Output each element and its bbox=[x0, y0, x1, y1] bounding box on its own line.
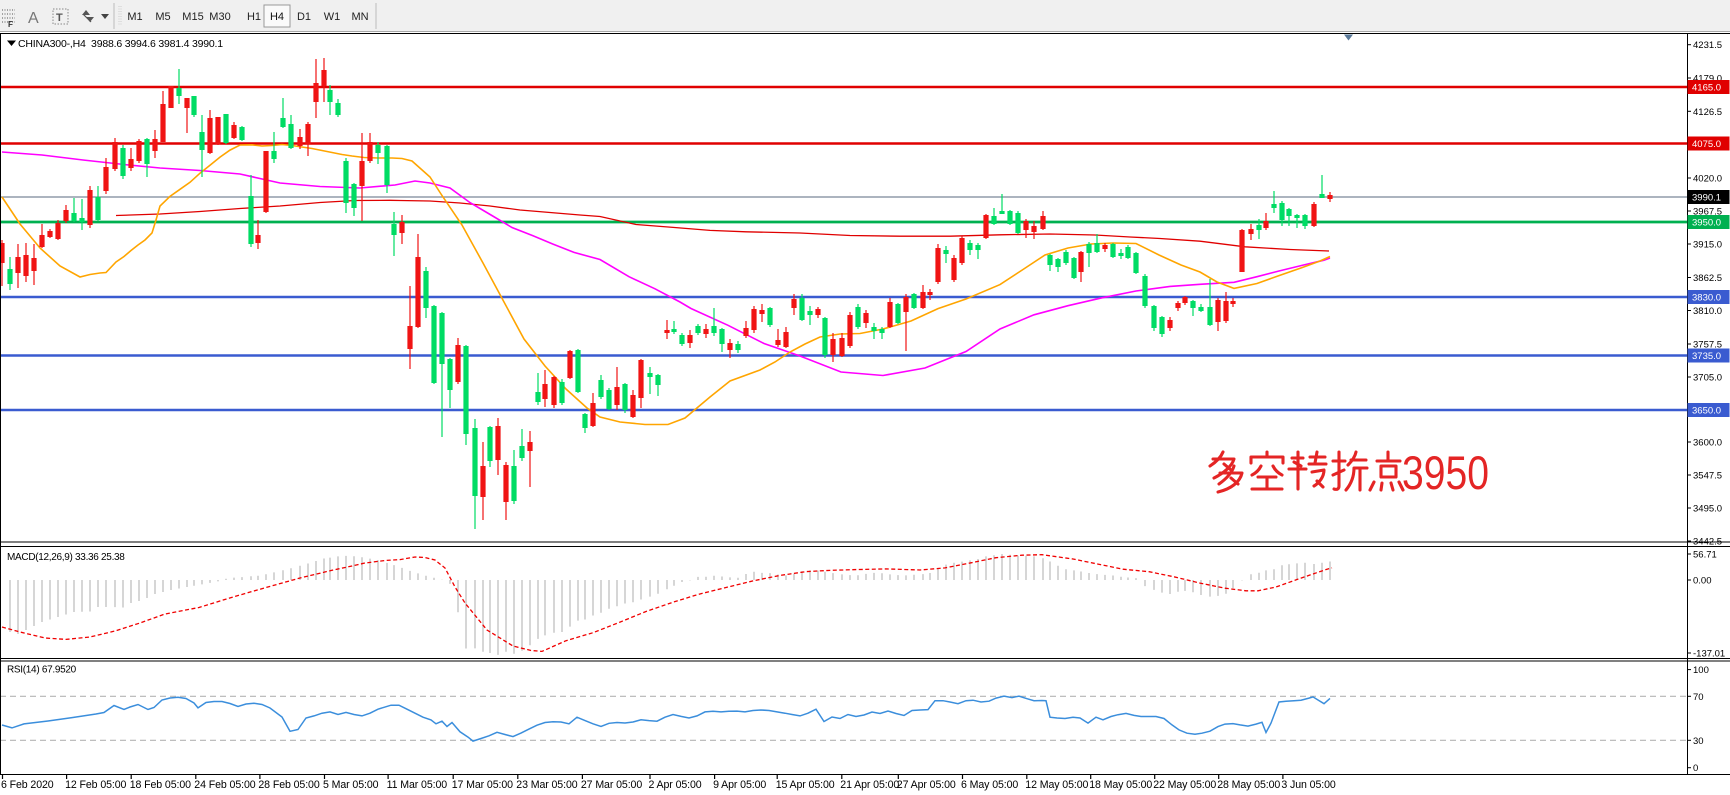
svg-text:56.71: 56.71 bbox=[1693, 550, 1717, 561]
svg-text:4231.5: 4231.5 bbox=[1693, 40, 1722, 51]
svg-text:11 Mar 05:00: 11 Mar 05:00 bbox=[387, 779, 448, 791]
svg-text:4126.5: 4126.5 bbox=[1693, 107, 1722, 118]
svg-text:0.00: 0.00 bbox=[1693, 576, 1712, 587]
svg-text:2 Apr 05:00: 2 Apr 05:00 bbox=[649, 779, 702, 791]
svg-text:3600.0: 3600.0 bbox=[1693, 438, 1722, 449]
svg-text:12 Feb 05:00: 12 Feb 05:00 bbox=[65, 779, 126, 791]
svg-text:3830.0: 3830.0 bbox=[1692, 293, 1721, 304]
svg-text:5 Mar 05:00: 5 Mar 05:00 bbox=[323, 779, 379, 791]
svg-text:3650.0: 3650.0 bbox=[1692, 406, 1721, 417]
svg-text:3950: 3950 bbox=[1402, 446, 1489, 499]
svg-text:H4: H4 bbox=[270, 11, 284, 23]
svg-text:4020.0: 4020.0 bbox=[1693, 174, 1722, 185]
svg-text:4165.0: 4165.0 bbox=[1692, 83, 1721, 94]
svg-text:3495.0: 3495.0 bbox=[1693, 504, 1722, 515]
svg-text:T: T bbox=[56, 12, 63, 24]
svg-text:28 Feb 05:00: 28 Feb 05:00 bbox=[258, 779, 319, 791]
svg-text:9 Apr 05:00: 9 Apr 05:00 bbox=[713, 779, 766, 791]
svg-text:6 Feb 2020: 6 Feb 2020 bbox=[1, 779, 54, 791]
svg-text:3990.1: 3990.1 bbox=[1692, 193, 1721, 204]
svg-text:3705.0: 3705.0 bbox=[1693, 373, 1722, 384]
svg-text:3442.5: 3442.5 bbox=[1693, 537, 1722, 548]
svg-text:3950.0: 3950.0 bbox=[1692, 218, 1721, 229]
svg-text:22 May 05:00: 22 May 05:00 bbox=[1153, 779, 1216, 791]
svg-text:3 Jun 05:00: 3 Jun 05:00 bbox=[1281, 779, 1335, 791]
svg-text:100: 100 bbox=[1693, 665, 1709, 676]
svg-text:-137.01: -137.01 bbox=[1693, 649, 1725, 660]
svg-text:27 Mar 05:00: 27 Mar 05:00 bbox=[581, 779, 642, 791]
svg-text:3915.0: 3915.0 bbox=[1693, 240, 1722, 251]
svg-text:3862.5: 3862.5 bbox=[1693, 273, 1722, 284]
svg-text:70: 70 bbox=[1693, 692, 1704, 703]
svg-text:4075.0: 4075.0 bbox=[1692, 139, 1721, 150]
svg-text:21 Apr 05:00: 21 Apr 05:00 bbox=[840, 779, 899, 791]
svg-text:12 May 05:00: 12 May 05:00 bbox=[1025, 779, 1088, 791]
svg-text:CHINA300-,H4 3988.6 3994.6 39: CHINA300-,H4 3988.6 3994.6 3981.4 3990.1 bbox=[18, 38, 223, 50]
svg-text:3810.0: 3810.0 bbox=[1693, 306, 1722, 317]
svg-text:0: 0 bbox=[1693, 763, 1698, 774]
svg-text:F: F bbox=[8, 20, 13, 29]
svg-text:3547.5: 3547.5 bbox=[1693, 471, 1722, 482]
svg-text:3967.5: 3967.5 bbox=[1693, 207, 1722, 218]
svg-text:MN: MN bbox=[351, 11, 368, 23]
svg-text:18 Feb 05:00: 18 Feb 05:00 bbox=[130, 779, 191, 791]
svg-text:M30: M30 bbox=[209, 11, 230, 23]
svg-text:MACD(12,26,9) 33.36 25.38: MACD(12,26,9) 33.36 25.38 bbox=[7, 552, 125, 563]
svg-text:RSI(14) 67.9520: RSI(14) 67.9520 bbox=[7, 665, 77, 676]
svg-text:28 May 05:00: 28 May 05:00 bbox=[1217, 779, 1280, 791]
svg-text:W1: W1 bbox=[324, 11, 341, 23]
svg-text:23 Mar 05:00: 23 Mar 05:00 bbox=[516, 779, 577, 791]
svg-text:18 May 05:00: 18 May 05:00 bbox=[1089, 779, 1152, 791]
svg-text:A: A bbox=[28, 10, 39, 27]
svg-text:D1: D1 bbox=[297, 11, 311, 23]
svg-text:27 Apr 05:00: 27 Apr 05:00 bbox=[897, 779, 956, 791]
svg-text:3735.0: 3735.0 bbox=[1692, 351, 1721, 362]
svg-text:4179.0: 4179.0 bbox=[1693, 74, 1722, 85]
svg-text:17 Mar 05:00: 17 Mar 05:00 bbox=[452, 779, 513, 791]
svg-text:M15: M15 bbox=[182, 11, 203, 23]
svg-text:3757.5: 3757.5 bbox=[1693, 340, 1722, 351]
svg-text:H1: H1 bbox=[247, 11, 261, 23]
svg-text:M1: M1 bbox=[127, 11, 142, 23]
svg-text:M5: M5 bbox=[155, 11, 170, 23]
svg-text:15 Apr 05:00: 15 Apr 05:00 bbox=[776, 779, 835, 791]
svg-text:6 May 05:00: 6 May 05:00 bbox=[961, 779, 1018, 791]
svg-text:30: 30 bbox=[1693, 736, 1704, 747]
svg-text:24 Feb 05:00: 24 Feb 05:00 bbox=[194, 779, 255, 791]
